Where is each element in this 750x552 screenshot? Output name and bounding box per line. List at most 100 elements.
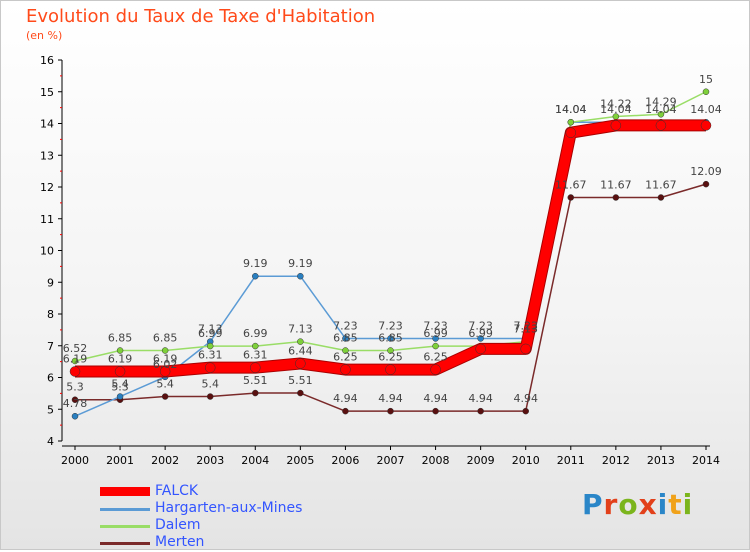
data-point-dalem xyxy=(71,357,79,365)
x-tick-label: 2013 xyxy=(647,454,675,467)
data-label-falck: 6.25 xyxy=(333,351,358,364)
x-tick-label: 2009 xyxy=(467,454,495,467)
x-tick-label: 2002 xyxy=(151,454,179,467)
chart-data-labels: 6.19 6.19 6.19 6.31 6.31 6.44 6.25 6.25 6.25 4.78… xyxy=(63,73,722,410)
data-label-merten: 11.67 xyxy=(600,178,632,191)
data-label-hargarten-aux-mines: 9.19 xyxy=(243,257,268,270)
legend-swatch-merten xyxy=(100,542,150,545)
logo-letter: x xyxy=(638,488,658,521)
data-label-hargarten-aux-mines: 14.04 xyxy=(645,103,677,116)
data-label-dalem: 14.22 xyxy=(600,98,632,111)
data-label-dalem: 14.04 xyxy=(555,103,587,116)
data-point-merten xyxy=(297,389,304,397)
x-tick-label: 2012 xyxy=(602,454,630,467)
legend-swatch-hargarten xyxy=(100,508,150,511)
data-label-merten: 5.3 xyxy=(66,381,84,394)
data-point-merten xyxy=(702,180,710,188)
data-label-hargarten-aux-mines: 14.04 xyxy=(600,103,632,116)
data-point-falck xyxy=(565,127,577,138)
data-label-hargarten-aux-mines: 4.78 xyxy=(63,397,88,410)
y-tick-label: 4 xyxy=(47,435,54,448)
data-label-merten: 4.94 xyxy=(378,392,403,405)
data-point-falck xyxy=(700,120,712,131)
logo-letter: r xyxy=(603,488,619,521)
data-point-merten xyxy=(657,194,665,201)
data-label-merten: 5.51 xyxy=(288,374,313,387)
data-point-merten xyxy=(71,396,79,403)
data-point-falck xyxy=(520,343,531,355)
data-point-falck xyxy=(295,358,306,369)
y-tick-label: 16 xyxy=(40,54,54,67)
data-label-merten: 4.94 xyxy=(468,392,493,405)
data-point-dalem xyxy=(116,347,124,354)
x-tick-label: 2005 xyxy=(286,454,314,467)
data-label-hargarten-aux-mines: 7.23 xyxy=(423,319,448,332)
x-tick-label: 2006 xyxy=(331,454,359,467)
data-label-falck: 6.44 xyxy=(288,345,313,358)
data-point-hargarten-aux-mines xyxy=(477,335,484,342)
y-tick-label: 6 xyxy=(47,372,54,385)
y-tick-label: 5 xyxy=(47,403,54,416)
data-point-merten xyxy=(161,393,169,400)
data-label-merten: 5.51 xyxy=(243,374,268,387)
data-label-dalem: 6.52 xyxy=(63,342,88,355)
data-point-falck xyxy=(159,366,171,377)
data-point-dalem xyxy=(567,118,575,126)
x-tick-label: 2004 xyxy=(241,454,269,467)
data-label-hargarten-aux-mines: 14.04 xyxy=(555,103,587,116)
data-point-falck xyxy=(69,366,81,377)
data-label-merten: 4.94 xyxy=(513,392,538,405)
x-tick-label: 2014 xyxy=(692,454,720,467)
data-label-falck: 6.31 xyxy=(198,349,223,362)
data-point-hargarten-aux-mines xyxy=(432,335,439,342)
data-point-falck xyxy=(385,364,396,375)
x-tick-label: 2010 xyxy=(512,454,540,467)
data-label-dalem: 6.85 xyxy=(333,332,358,345)
data-point-falck xyxy=(340,364,351,375)
data-label-falck: 6.19 xyxy=(108,352,133,365)
logo-letter: t xyxy=(668,488,683,521)
data-label-merten: 5.4 xyxy=(201,378,219,391)
y-tick-label: 14 xyxy=(40,118,54,131)
data-point-hargarten-aux-mines xyxy=(252,272,259,280)
data-label-falck: 6.31 xyxy=(243,349,268,362)
data-point-falck xyxy=(655,120,667,131)
legend-swatch-falck xyxy=(100,487,150,496)
data-point-merten xyxy=(612,194,620,201)
data-point-merten xyxy=(477,407,484,415)
x-tick-label: 2003 xyxy=(196,454,224,467)
data-point-hargarten-aux-mines xyxy=(116,393,124,400)
data-point-falck xyxy=(250,362,261,373)
data-label-merten: 11.67 xyxy=(645,178,677,191)
data-label-dalem: 6.85 xyxy=(378,332,403,345)
data-point-falck xyxy=(475,343,486,355)
data-point-dalem xyxy=(387,347,394,354)
logo-letter: o xyxy=(618,488,639,521)
data-point-falck xyxy=(430,364,441,375)
data-label-hargarten-aux-mines: 7.23 xyxy=(513,319,538,332)
logo-letter: i xyxy=(682,488,694,521)
data-point-dalem xyxy=(252,342,259,350)
data-label-dalem: 6.99 xyxy=(423,327,448,340)
data-label-falck: 6.25 xyxy=(378,351,403,364)
legend-label-merten: Merten xyxy=(155,534,205,550)
legend-item-hargarten: Hargarten-aux-Mines xyxy=(100,500,400,518)
data-point-dalem xyxy=(657,111,665,118)
data-point-merten xyxy=(342,407,349,415)
data-point-dalem xyxy=(432,342,439,350)
logo-letter: i xyxy=(657,488,669,521)
x-tick-label: 2007 xyxy=(377,454,405,467)
legend-label-dalem: Dalem xyxy=(155,517,201,533)
data-label-hargarten-aux-mines: 7.23 xyxy=(468,319,493,332)
data-label-dalem: 6.99 xyxy=(198,327,223,340)
data-point-merten xyxy=(522,407,529,415)
data-point-falck xyxy=(610,120,622,131)
data-label-dalem: 7.13 xyxy=(288,323,313,336)
data-point-falck xyxy=(114,366,126,377)
data-label-hargarten-aux-mines: 14.04 xyxy=(690,103,722,116)
y-tick-label: 8 xyxy=(47,308,54,321)
x-tick-label: 2001 xyxy=(106,454,134,467)
y-tick-label: 9 xyxy=(47,276,54,289)
